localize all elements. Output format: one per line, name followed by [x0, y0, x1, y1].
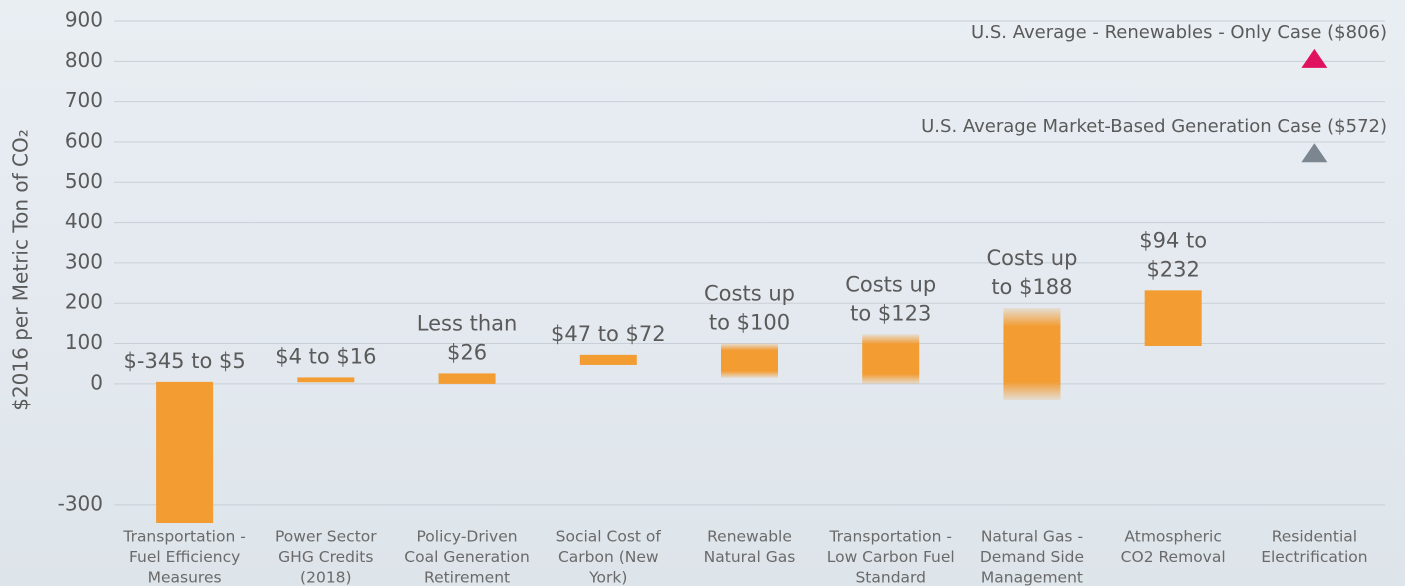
- value-label: $26: [447, 340, 487, 364]
- x-tick-label: Renewable: [707, 528, 792, 546]
- value-label: $94 to: [1139, 228, 1207, 252]
- x-tick-label: Transportation -: [122, 528, 245, 546]
- y-tick-label: 500: [65, 169, 103, 193]
- value-label: to $123: [850, 301, 931, 325]
- x-tick-label: Retirement: [424, 569, 510, 586]
- value-label: Costs up: [845, 272, 936, 296]
- range-bar: [156, 382, 213, 523]
- value-label: $47 to $72: [551, 322, 666, 346]
- marker-label: U.S. Average - Renewables - Only Case ($…: [971, 22, 1387, 43]
- x-tick-label: Power Sector: [275, 528, 377, 546]
- y-tick-label: 200: [65, 290, 103, 314]
- value-label: Less than: [417, 311, 518, 335]
- x-tick-label: Transportation -: [828, 528, 951, 546]
- x-tick-label: Coal Generation: [404, 548, 530, 566]
- x-tick-label: Management: [981, 569, 1083, 586]
- y-tick-label: -300: [58, 491, 103, 515]
- x-tick-label: Policy-Driven: [417, 528, 518, 546]
- x-tick-label: Electrification: [1261, 548, 1367, 566]
- marker-label: U.S. Average Market-Based Generation Cas…: [921, 116, 1387, 137]
- range-bar: [439, 373, 496, 383]
- x-tick-label: Natural Gas: [704, 548, 796, 566]
- x-tick-label: Fuel Efficiency: [129, 548, 240, 566]
- y-tick-label: 400: [65, 209, 103, 233]
- range-bar: [862, 334, 919, 384]
- value-label: Costs up: [986, 246, 1077, 270]
- value-label: to $188: [991, 275, 1072, 299]
- range-bar: [1145, 290, 1202, 346]
- x-tick-label: Atmospheric: [1124, 528, 1221, 546]
- marker: [1301, 49, 1327, 68]
- y-tick-label: 0: [90, 370, 103, 394]
- value-label: $-345 to $5: [124, 349, 246, 373]
- y-tick-label: 600: [65, 128, 103, 152]
- range-bar: [1003, 308, 1060, 400]
- chart: $2016 per Metric Ton of CO₂ -300 0 100 200 3…: [0, 0, 1405, 586]
- marker: [1301, 143, 1327, 162]
- x-tick-label: GHG Credits: [278, 548, 373, 566]
- y-tick-label: 100: [65, 330, 103, 354]
- range-bar: [721, 344, 778, 378]
- x-tick-label: Social Cost of: [556, 528, 662, 546]
- y-tick-label: 300: [65, 249, 103, 273]
- y-tick-label: 900: [65, 8, 103, 32]
- x-tick-label: (2018): [300, 569, 352, 586]
- y-tick-label: 700: [65, 88, 103, 112]
- x-tick-label: Measures: [148, 569, 222, 586]
- x-tick-label: Natural Gas -: [981, 528, 1083, 546]
- y-axis-title: $2016 per Metric Ton of CO₂: [9, 129, 33, 411]
- x-tick-label: Residential: [1272, 528, 1357, 546]
- x-tick-label: Standard: [855, 569, 926, 586]
- y-tick-label: 800: [65, 48, 103, 72]
- value-label: Costs up: [704, 282, 795, 306]
- x-tick-label: Low Carbon Fuel: [827, 548, 955, 566]
- x-tick-label: Demand Side: [980, 548, 1084, 566]
- value-label: $4 to $16: [275, 344, 376, 368]
- x-tick-label: York): [588, 569, 627, 586]
- value-label: $232: [1146, 257, 1199, 281]
- x-tick-label: CO2 Removal: [1121, 548, 1226, 566]
- range-bar: [580, 355, 637, 365]
- range-bar: [297, 377, 354, 382]
- x-tick-label: Carbon (New: [558, 548, 659, 566]
- value-label: to $100: [709, 311, 790, 335]
